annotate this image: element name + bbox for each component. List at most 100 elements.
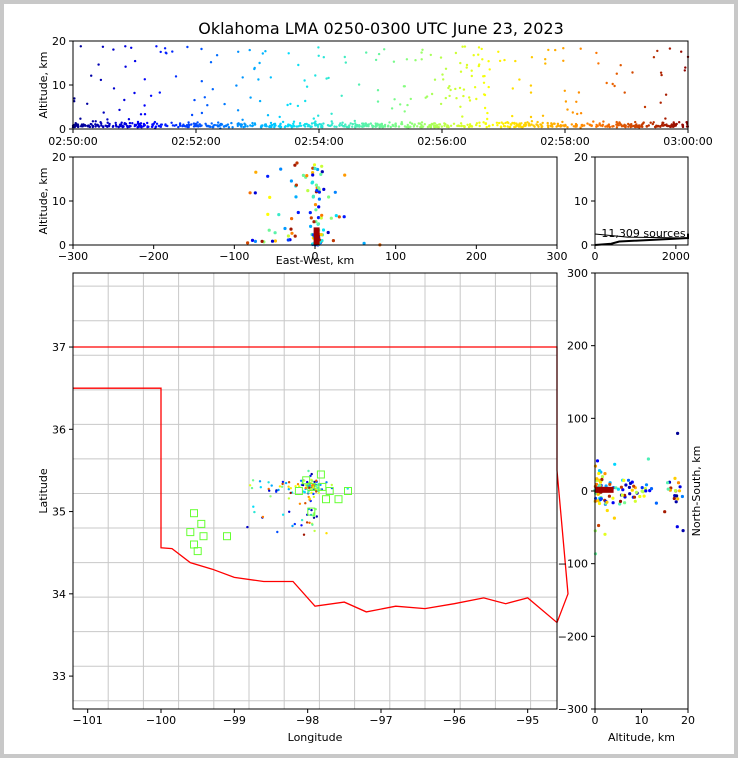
map-source-point <box>300 518 304 522</box>
time-altitude-point <box>659 101 662 104</box>
ew-altitude-point <box>329 216 333 220</box>
north-south-tick-label: −200 <box>558 630 588 643</box>
time-altitude-point <box>641 123 644 126</box>
ew-altitude-point <box>320 213 324 217</box>
time-altitude-point <box>164 51 167 54</box>
ew-tick-label: 300 <box>547 250 568 263</box>
time-altitude-point <box>475 123 478 127</box>
time-altitude-point <box>529 84 533 87</box>
time-altitude-point <box>393 98 396 101</box>
north-south-tick-label: 0 <box>581 485 588 498</box>
time-altitude-point <box>497 121 501 125</box>
time-altitude-point <box>133 59 137 63</box>
map-source-point <box>251 479 255 482</box>
time-altitude-point <box>588 123 591 126</box>
ew-altitude-point <box>308 211 312 215</box>
time-altitude-point <box>515 122 518 125</box>
time-altitude-point <box>435 124 439 127</box>
time-altitude-point <box>619 63 622 67</box>
time-altitude-point <box>509 123 512 126</box>
alt-ns-point <box>644 489 648 493</box>
time-altitude-point <box>79 117 82 120</box>
time-altitude-point <box>448 94 451 98</box>
time-altitude-point <box>540 125 543 129</box>
time-altitude-point <box>400 122 404 126</box>
time-altitude-point <box>128 121 132 125</box>
time-altitude-point <box>338 124 341 128</box>
map-source-point <box>296 483 300 486</box>
time-altitude-point <box>278 115 281 119</box>
time-altitude-point <box>433 124 437 128</box>
alt-ns-dense-cluster <box>595 486 614 493</box>
time-altitude-point <box>577 91 581 94</box>
time-altitude-point <box>652 56 656 59</box>
time-altitude-point <box>303 79 306 82</box>
time-altitude-point <box>477 53 480 56</box>
lma-station-marker <box>307 507 316 516</box>
ew-altitude-point <box>314 208 318 212</box>
time-altitude-point <box>290 126 293 129</box>
map-source-point <box>312 495 316 499</box>
time-altitude-point <box>376 100 380 103</box>
alt-ns-point <box>638 494 642 499</box>
time-altitude-point <box>115 125 118 128</box>
time-altitude-point <box>663 123 666 127</box>
time-altitude-point <box>564 123 567 127</box>
time-altitude-point <box>372 125 375 128</box>
time-altitude-point <box>166 124 169 128</box>
alt-ns-point <box>627 485 632 489</box>
alt-ns-point <box>600 475 605 479</box>
time-altitude-point <box>112 48 115 51</box>
time-altitude-point <box>317 54 320 57</box>
time-altitude-point <box>159 50 162 54</box>
time-altitude-point <box>443 124 446 128</box>
ew-altitude-point <box>316 222 321 226</box>
alt-ns-points <box>593 431 685 556</box>
time-altitude-point <box>430 122 433 126</box>
time-altitude-point <box>204 122 207 126</box>
time-altitude-point <box>365 51 368 54</box>
time-altitude-point <box>602 120 605 123</box>
time-altitude-point <box>365 123 368 126</box>
ew-altitude-point <box>316 167 320 172</box>
alt-ns-point <box>596 492 600 496</box>
time-altitude-point <box>330 112 333 116</box>
lma-station-marker <box>316 470 325 479</box>
map-source-point <box>319 488 322 491</box>
map-source-point <box>293 522 296 526</box>
time-altitude-point <box>420 121 424 124</box>
alt-ns-point <box>628 481 633 485</box>
time-altitude-plot-area <box>73 41 688 129</box>
time-altitude-point <box>86 124 89 128</box>
time-altitude-point <box>634 120 637 124</box>
time-altitude-point <box>330 120 333 123</box>
time-altitude-point <box>190 123 193 126</box>
time-altitude-point <box>320 125 323 129</box>
time-altitude-point <box>258 61 261 65</box>
time-altitude-point <box>142 124 146 127</box>
latitude-tick-label: 34 <box>52 588 66 601</box>
alt-ns-point <box>672 496 676 501</box>
ew-altitude-point <box>268 195 272 199</box>
alt-ns-point <box>675 494 679 498</box>
time-altitude-point <box>660 124 664 127</box>
time-altitude-point <box>224 124 228 128</box>
time-altitude-point <box>143 113 147 116</box>
time-altitude-point <box>613 84 616 88</box>
map-source-point <box>289 491 292 495</box>
time-altitude-point <box>502 122 505 126</box>
alt-ns-point <box>644 483 649 487</box>
time-altitude-point <box>601 123 605 127</box>
time-altitude-point <box>611 125 614 128</box>
map-source-point <box>302 533 306 536</box>
map-source-point <box>315 479 318 482</box>
time-altitude-point <box>128 124 131 128</box>
time-altitude-point <box>554 48 557 52</box>
time-altitude-point <box>475 122 479 125</box>
time-altitude-point <box>480 47 483 51</box>
time-altitude-point <box>217 124 220 127</box>
alt-ns-tick-label: 20 <box>681 714 695 727</box>
longitude-tick-label: −97 <box>369 714 392 727</box>
time-altitude-point <box>409 97 412 101</box>
ew-altitude-point <box>320 170 324 174</box>
